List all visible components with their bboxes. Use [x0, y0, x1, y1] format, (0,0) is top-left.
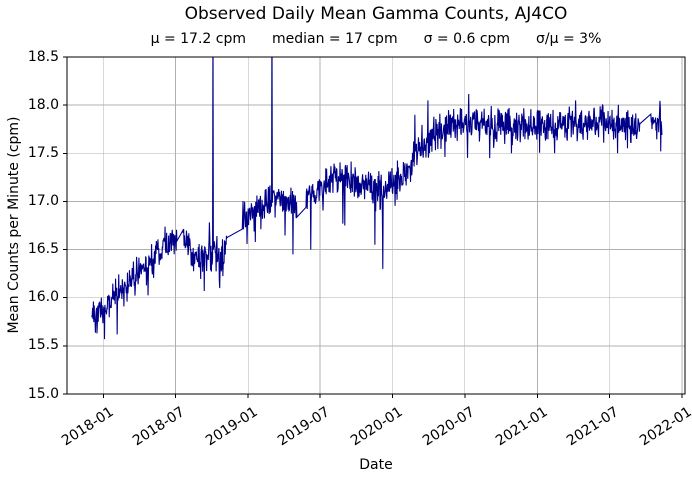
chart-stats-line: μ = 17.2 cpm median = 17 cpm σ = 0.6 cpm…: [67, 31, 685, 48]
y-tick-label: 16.5: [27, 241, 59, 258]
x-axis-label: Date: [359, 457, 393, 473]
y-tick-label: 18.5: [27, 48, 59, 65]
data-series-line: [91, 57, 663, 340]
stat-sigma: σ = 0.6 cpm: [423, 31, 511, 47]
tick-marks: [63, 56, 683, 398]
grid-lines: [67, 56, 685, 395]
y-tick-label: 16.0: [27, 289, 59, 306]
y-axis-label: Mean Counts per Minute (cpm): [6, 116, 22, 334]
y-tick-label: 17.5: [27, 144, 59, 161]
y-tick-label: 17.0: [27, 192, 59, 209]
chart-title: Observed Daily Mean Gamma Counts, AJ4CO: [184, 4, 568, 24]
stat-mean: μ = 17.2 cpm: [150, 31, 246, 47]
y-tick-label: 18.0: [27, 96, 59, 113]
stat-sigma-over-mu: σ/μ = 3%: [536, 31, 602, 47]
y-tick-label: 15.0: [27, 385, 59, 402]
axes-spines: [66, 56, 686, 395]
y-tick-label: 15.5: [27, 337, 59, 354]
stat-median: median = 17 cpm: [271, 31, 398, 47]
